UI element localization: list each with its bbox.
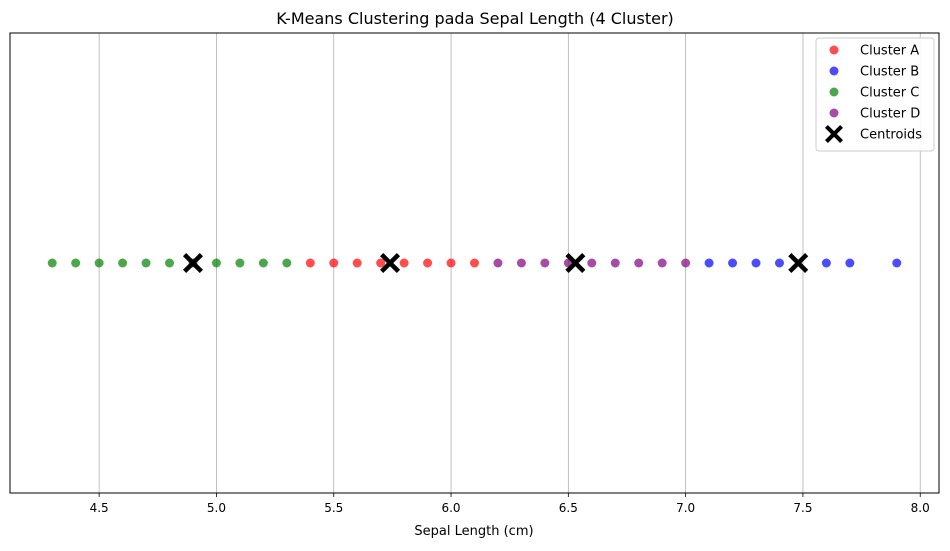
cluster-d-point — [493, 258, 503, 268]
cluster-b-point — [821, 258, 831, 268]
x-tick-label: 5.5 — [324, 501, 343, 515]
cluster-c-point — [47, 258, 57, 268]
x-tick-label: 7.0 — [676, 501, 695, 515]
x-axis: 4.5 5.0 5.5 6.0 6.5 7.0 7.5 8.0 — [90, 493, 930, 515]
cluster-d-point — [587, 258, 597, 268]
cluster-b-point — [892, 258, 902, 268]
cluster-c-point — [94, 258, 104, 268]
legend-marker — [829, 108, 839, 118]
centroid-marker — [565, 253, 586, 273]
data-points — [47, 253, 902, 273]
legend-marker — [829, 45, 839, 55]
cluster-d-point — [516, 258, 526, 268]
x-tick-label: 7.5 — [793, 501, 812, 515]
cluster-c-point — [282, 258, 292, 268]
cluster-a-point — [305, 258, 315, 268]
centroid-marker — [380, 253, 401, 273]
cluster-b-point — [704, 258, 714, 268]
cluster-b-point — [845, 258, 855, 268]
x-tick-label: 5.0 — [207, 501, 226, 515]
legend: Cluster A Cluster B Cluster C Cluster D Cent… — [815, 37, 935, 152]
legend-box — [815, 37, 935, 152]
legend-marker — [829, 66, 839, 76]
cluster-b-point — [728, 258, 738, 268]
legend-label: Centroids — [860, 128, 922, 143]
chart-title: K-Means Clustering pada Sepal Length (4 … — [276, 9, 674, 28]
cluster-a-point — [352, 258, 362, 268]
cluster-c-point — [211, 258, 221, 268]
legend-marker — [829, 87, 839, 97]
cluster-d-point — [610, 258, 620, 268]
legend-label: Cluster D — [860, 107, 920, 122]
cluster-a-point — [446, 258, 456, 268]
cluster-a-point — [423, 258, 433, 268]
x-tick-label: 6.5 — [559, 501, 578, 515]
cluster-d-point — [540, 258, 550, 268]
legend-label: Cluster C — [860, 86, 919, 101]
cluster-a-point — [399, 258, 409, 268]
cluster-d-point — [657, 258, 667, 268]
plot-area — [9, 32, 940, 494]
cluster-c-point — [165, 258, 175, 268]
centroid-marker — [182, 253, 203, 273]
x-tick-label: 8.0 — [911, 501, 930, 515]
legend-label: Cluster B — [860, 65, 919, 80]
cluster-d-point — [634, 258, 644, 268]
x-tick-label: 4.5 — [90, 501, 109, 515]
cluster-a-point — [329, 258, 339, 268]
cluster-a-point — [470, 258, 479, 268]
centroid-marker — [788, 253, 809, 273]
cluster-c-point — [141, 258, 151, 268]
cluster-c-point — [258, 258, 268, 268]
cluster-b-point — [774, 258, 784, 268]
cluster-c-point — [118, 258, 128, 268]
cluster-c-point — [71, 258, 81, 268]
legend-label: Cluster A — [860, 44, 919, 59]
x-tick-label: 6.0 — [441, 501, 460, 515]
cluster-d-point — [681, 258, 691, 268]
x-axis-label: Sepal Length (cm) — [414, 524, 533, 539]
cluster-a-point — [376, 258, 386, 268]
cluster-c-point — [235, 258, 245, 268]
legend-centroid-marker — [825, 125, 843, 143]
cluster-b-point — [751, 258, 761, 268]
